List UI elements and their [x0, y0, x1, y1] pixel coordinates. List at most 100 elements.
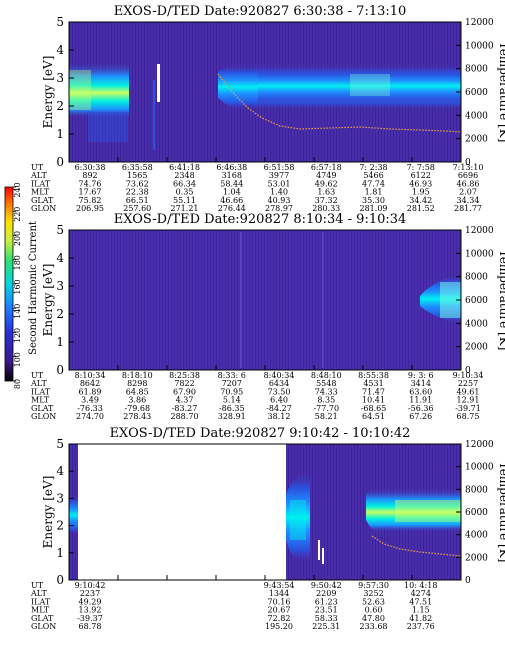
temperature-tick-label: 4000: [465, 319, 488, 329]
ephemeris-cell: 8642: [80, 379, 100, 388]
ephemeris-cell: 61.89: [79, 387, 102, 396]
ephemeris-cell: 8:25:38: [169, 371, 200, 380]
ephemeris-cell: 46.93: [409, 179, 432, 188]
temperature-tick-label: 12000: [465, 18, 494, 28]
ephemeris-cell: 1.63: [317, 188, 335, 197]
ephemeris-cell: 10.41: [362, 396, 385, 405]
ephemeris-row-label: UT: [31, 581, 44, 590]
ephemeris-cell: 74.76: [79, 179, 102, 188]
panel-2-ephemeris: UT 8:10:34 8:18:10 8:25:38 8:33: 6 8:40:34 8:4…: [30, 371, 483, 421]
ephemeris-cell: 74.33: [315, 387, 338, 396]
ephemeris-cell: 4749: [316, 171, 336, 180]
ephemeris-cell: 49.29: [79, 597, 102, 606]
ephemeris-cell: 66.51: [126, 196, 149, 205]
ephemeris-cell: 281.52: [407, 204, 435, 213]
ephemeris-cell: 47.74: [362, 179, 385, 188]
ephemeris-cell: 1.40: [270, 188, 288, 197]
ephemeris-cell: 6:51:58: [264, 163, 295, 172]
temperature-tick-label: 2000: [465, 135, 488, 145]
energy-tick-label: 2: [56, 307, 64, 321]
ephemeris-cell: 9: 3: 6: [408, 371, 434, 380]
ephemeris-cell: 68.78: [79, 622, 102, 631]
energy-tick-label: 0: [56, 573, 64, 587]
colorbar-tick-label: 240: [13, 182, 22, 197]
ephemeris-cell: 9:10:34: [453, 371, 484, 380]
panel-2-time-axis: [68, 365, 462, 370]
ephemeris-cell: 75.82: [79, 196, 102, 205]
colorbar-ticks: 80 100 120 140 160 180 200 220 240: [13, 182, 22, 389]
ephemeris-row-label: ALT: [30, 589, 47, 598]
ephemeris-cell: 40.93: [268, 196, 291, 205]
ephemeris-cell: 281.09: [360, 204, 388, 213]
ephemeris-cell: 6.40: [270, 396, 288, 405]
ephemeris-cell: 49.61: [457, 387, 480, 396]
ephemeris-cell: 34.34: [457, 196, 480, 205]
ephemeris-cell: 3.49: [81, 396, 99, 405]
ephemeris-row-label: GLON: [31, 204, 56, 213]
ephemeris-cell: 58.44: [220, 179, 243, 188]
ephemeris-cell: 6:57:18: [311, 163, 342, 172]
ephemeris-cell: 73.62: [126, 179, 149, 188]
colorbar-tick-label: 160: [13, 279, 22, 294]
temperature-tick-label: 12000: [465, 226, 494, 236]
ephemeris-cell: 8:55:38: [358, 371, 389, 380]
ephemeris-cell: 71.47: [362, 387, 385, 396]
ephemeris-cell: 8:48:10: [311, 371, 342, 380]
energy-tick-label: 4: [56, 251, 64, 265]
ephemeris-cell: 8:10:34: [75, 371, 106, 380]
ephemeris-cell: -79.68: [124, 404, 150, 413]
ephemeris-cell: 892: [82, 171, 97, 180]
ephemeris-cell: 237.76: [407, 622, 435, 631]
ephemeris-cell: 9:43:54: [264, 581, 295, 590]
ephemeris-row-label: GLAT: [31, 196, 54, 205]
ephemeris-cell: -39.37: [77, 614, 103, 623]
ephemeris-cell: 17.67: [79, 188, 102, 197]
ephemeris-cell: 1.95: [412, 188, 430, 197]
panel-2-ylabel-left: Energy [eV]: [41, 264, 55, 337]
panel-3-temperature-axis: 0 2000 4000 6000 8000 10000 12000: [456, 440, 494, 586]
ephemeris-row-label: ILAT: [31, 387, 51, 396]
ephemeris-cell: 6:46:38: [216, 163, 247, 172]
ephemeris-cell: 8:33: 6: [218, 371, 246, 380]
ephemeris-cell: 5.14: [223, 396, 241, 405]
ephemeris-cell: 1.81: [365, 188, 383, 197]
ephemeris-cell: 4.37: [176, 396, 194, 405]
temperature-tick-label: 8000: [465, 65, 488, 75]
ephemeris-row-label: MLT: [31, 606, 50, 615]
temperature-tick-label: 10000: [465, 463, 494, 473]
temperature-tick-label: 6000: [465, 508, 488, 518]
ephemeris-cell: 7:13:10: [453, 163, 484, 172]
ephemeris-cell: 9:57:30: [358, 581, 389, 590]
ephemeris-cell: 5466: [363, 171, 383, 180]
ephemeris-cell: 11.91: [409, 396, 432, 405]
ephemeris-cell: 3977: [269, 171, 289, 180]
ephemeris-cell: 271.21: [171, 204, 199, 213]
ephemeris-cell: 2348: [174, 171, 194, 180]
ephemeris-cell: 46.86: [457, 179, 480, 188]
temperature-tick-label: 10000: [465, 249, 494, 259]
ephemeris-cell: 35.30: [362, 196, 385, 205]
ephemeris-cell: 288.70: [171, 412, 199, 421]
energy-tick-label: 1: [56, 335, 64, 349]
ephemeris-cell: 3252: [363, 589, 383, 598]
ephemeris-row-label: ALT: [30, 379, 47, 388]
ephemeris-cell: 6122: [411, 171, 431, 180]
colorbar-tick-label: 80: [13, 379, 22, 389]
ephemeris-cell: 58.21: [315, 412, 338, 421]
ephemeris-cell: 64.51: [362, 412, 385, 421]
temperature-tick-label: 2000: [465, 343, 488, 353]
energy-tick-label: 3: [56, 71, 64, 85]
ephemeris-cell: 8.35: [317, 396, 335, 405]
ephemeris-cell: 8:40:34: [264, 371, 295, 380]
ephemeris-cell: 64.85: [126, 387, 149, 396]
colorbar-tick-label: 120: [13, 328, 22, 343]
panel-1-temperature-trace: [217, 73, 462, 133]
energy-tick-label: 1: [56, 127, 64, 141]
energy-tick-label: 0: [56, 363, 64, 377]
panel-3-energy-axis: 0 1 2 3 4 5: [56, 437, 74, 587]
colorbar-label: Second Harmonic Current: [28, 221, 39, 355]
panel-1-ylabel-right: Temperature [K]: [497, 42, 505, 143]
ephemeris-cell: 52.63: [362, 597, 385, 606]
panel-2: EXOS-D/TED Date:920827 8:10:34 - 9:10:34…: [30, 212, 505, 421]
ephemeris-cell: 61.23: [315, 597, 338, 606]
